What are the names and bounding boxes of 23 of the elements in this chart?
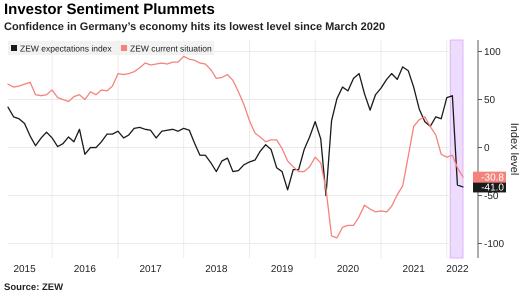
legend-label: ZEW current situation bbox=[130, 44, 212, 54]
x-tick-label: 2022 bbox=[446, 264, 469, 275]
chart-subtitle: Confidence in Germany’s economy hits its lowest level since March 2020 bbox=[4, 21, 386, 33]
line-series bbox=[7, 56, 464, 238]
y-tick-label: 0 bbox=[484, 143, 490, 154]
x-tick-label: 2016 bbox=[74, 264, 96, 275]
legend-label: ZEW expectations index bbox=[20, 44, 112, 54]
x-tick-label: 2019 bbox=[270, 264, 294, 275]
source-note: Source: ZEW bbox=[4, 282, 64, 293]
x-tick-label: 2018 bbox=[205, 264, 228, 275]
x-tick-label: 2015 bbox=[13, 264, 36, 275]
y-tick-label: -100 bbox=[484, 239, 504, 250]
x-tick-label: 2020 bbox=[336, 264, 360, 275]
data-label: -30.8 bbox=[481, 172, 504, 184]
y-axis-title: Index level bbox=[508, 122, 520, 176]
chart-title: Investor Sentiment Plummets bbox=[4, 1, 215, 18]
y-tick-label: -50 bbox=[484, 191, 499, 202]
line-series bbox=[7, 66, 464, 196]
y-tick-label: 100 bbox=[484, 47, 502, 58]
data-label: -41.0 bbox=[481, 182, 504, 194]
x-tick-label: 2021 bbox=[402, 264, 426, 275]
x-tick-label: 2017 bbox=[139, 264, 162, 275]
y-tick-label: 50 bbox=[484, 95, 496, 106]
